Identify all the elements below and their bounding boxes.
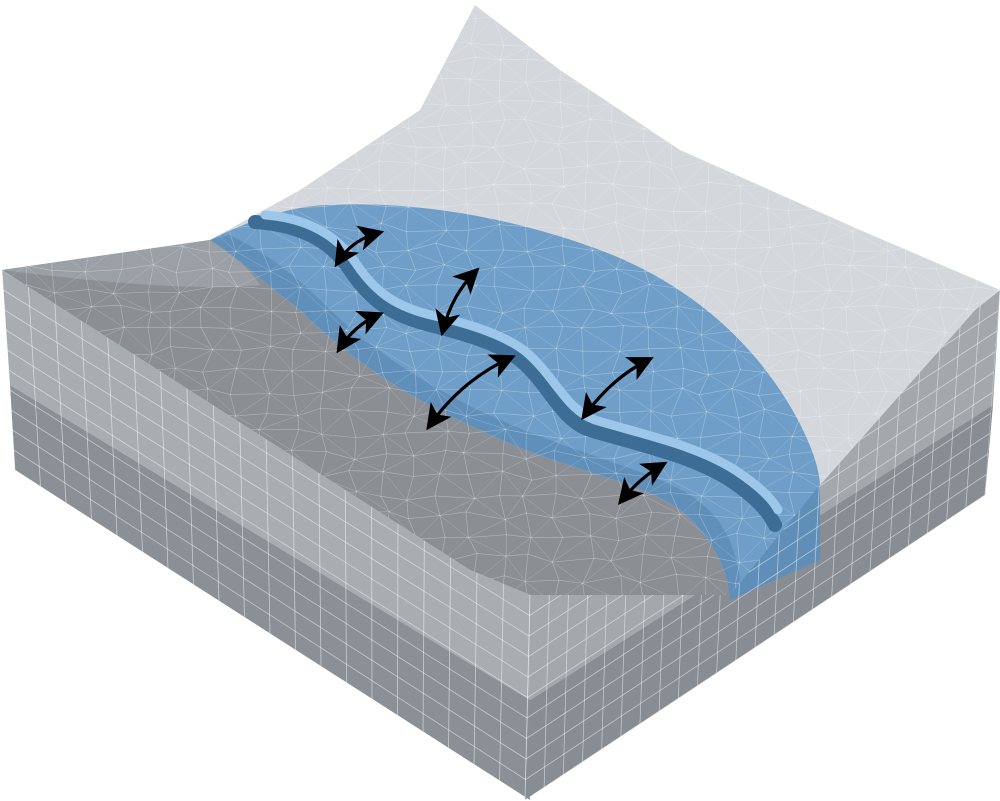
river-channel-dark xyxy=(248,215,782,532)
valley-slope-dark-highlight xyxy=(2,240,260,287)
arrow-6 xyxy=(617,461,668,505)
front-face-mesh xyxy=(2,270,530,800)
arrow-1 xyxy=(334,225,385,268)
right-face-upper xyxy=(530,290,1000,700)
arrow-4 xyxy=(426,354,516,431)
front-face xyxy=(2,270,530,800)
arrow-3 xyxy=(435,267,480,337)
arrow-5 xyxy=(581,357,654,421)
right-face xyxy=(525,290,1000,800)
arrow-2 xyxy=(336,310,384,354)
valley-slope-light xyxy=(210,5,1000,485)
exchange-arrows xyxy=(334,225,668,505)
valley-slope-dark xyxy=(2,240,730,595)
right-face-lower xyxy=(525,405,993,800)
